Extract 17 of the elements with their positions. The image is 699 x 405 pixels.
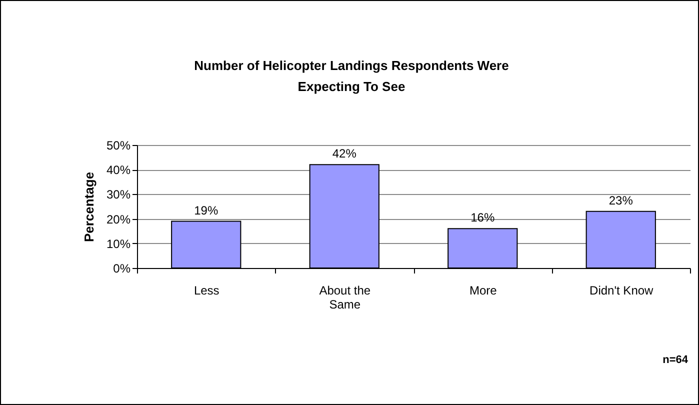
text: n=64 <box>662 354 689 366</box>
y-axis-title: Percentage <box>81 172 96 242</box>
x-tick-label: More <box>469 284 498 298</box>
x-tick-label: About the Same <box>319 284 371 312</box>
y-tick-label: 40% <box>106 163 131 178</box>
data-label: 42% <box>332 146 357 161</box>
y-tick-label: 20% <box>106 212 131 226</box>
x-tick-label: Less <box>194 284 220 298</box>
y-tick-label: 30% <box>106 188 131 202</box>
data-label: 19% <box>194 203 218 218</box>
data-label: 23% <box>608 193 634 208</box>
y-tick-label: 50% <box>106 138 131 152</box>
y-tick-label: 10% <box>106 236 131 251</box>
x-tick-label: Didn't Know <box>590 284 654 298</box>
y-tick-label: 0% <box>113 262 131 276</box>
data-label: 16% <box>470 210 495 225</box>
chart-title: Number of Helicopter Landings Respondents Were Expecting To See <box>194 58 509 94</box>
